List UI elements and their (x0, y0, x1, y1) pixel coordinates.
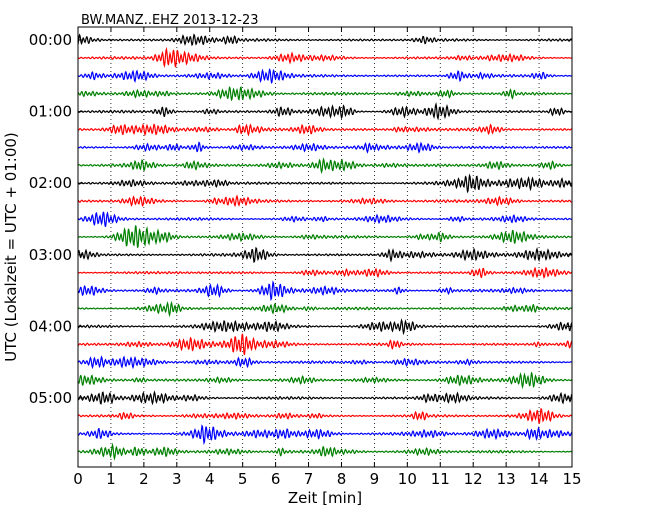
trace-row (77, 371, 573, 390)
seismic-traces (77, 33, 573, 461)
y-tick-label: 02:00 (29, 174, 72, 192)
y-tick-label: 03:00 (29, 246, 72, 264)
y-axis-ticks: 00:00 01:00 02:00 03:00 04:00 05:00 (29, 31, 572, 407)
y-axis-label: UTC (Lokalzeit = UTC + 01:00) (2, 132, 20, 362)
trace-row (77, 123, 572, 137)
x-tick-label: 12 (464, 470, 483, 488)
trace-row (77, 225, 573, 249)
trace-row (77, 333, 573, 355)
x-tick-label: 2 (139, 470, 149, 488)
trace-row (77, 211, 573, 227)
trace-row (77, 68, 573, 85)
trace-row (77, 141, 573, 154)
chart-title: BW.MANZ..EHZ 2013-12-23 (81, 13, 259, 28)
y-tick-label: 00:00 (29, 31, 72, 49)
x-axis-ticks: 0 1 2 3 4 5 6 7 8 9 10 11 12 13 14 15 (73, 27, 582, 488)
x-tick-label: 7 (304, 470, 314, 488)
trace-row (77, 442, 573, 461)
vertical-grid (110, 27, 540, 467)
trace-row (77, 102, 573, 121)
x-tick-label: 4 (205, 470, 215, 488)
trace-row (77, 46, 573, 69)
y-tick-label: 04:00 (29, 317, 72, 335)
plot-frame (77, 26, 573, 468)
x-tick-label: 0 (73, 470, 83, 488)
y-tick-label: 01:00 (29, 103, 72, 121)
x-tick-label: 13 (497, 470, 516, 488)
x-tick-label: 1 (106, 470, 116, 488)
trace-row (77, 424, 573, 445)
trace-row (77, 300, 573, 318)
x-tick-label: 11 (431, 470, 450, 488)
trace-row (77, 407, 573, 424)
trace-row (77, 86, 573, 102)
trace-row (77, 280, 573, 302)
trace-row (77, 266, 573, 279)
trace-row (77, 157, 573, 175)
x-axis-label: Zeit [min] (288, 489, 362, 507)
y-tick-label: 05:00 (29, 389, 72, 407)
trace-row (77, 355, 573, 370)
x-tick-label: 6 (271, 470, 281, 488)
trace-row (77, 246, 573, 264)
x-tick-label: 5 (238, 470, 248, 488)
x-tick-label: 9 (370, 470, 380, 488)
x-tick-label: 8 (337, 470, 347, 488)
trace-row (77, 173, 573, 194)
trace-row (77, 390, 573, 406)
x-tick-label: 14 (530, 470, 549, 488)
trace-row (77, 194, 573, 208)
trace-row (77, 33, 573, 47)
x-tick-label: 3 (172, 470, 182, 488)
x-tick-label: 10 (398, 470, 417, 488)
trace-row (77, 318, 573, 336)
x-tick-label: 15 (562, 470, 581, 488)
